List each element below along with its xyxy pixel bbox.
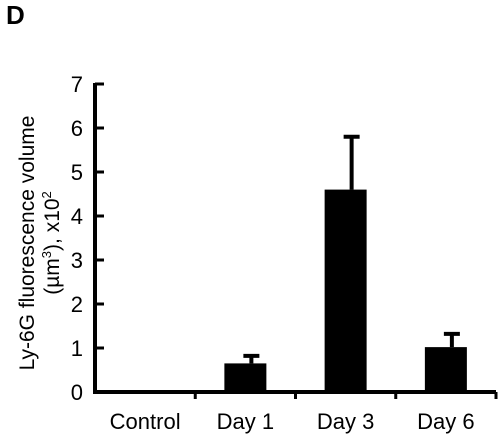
x-tick-labels: Control Day 1 Day 3 Day 6 xyxy=(110,409,475,434)
y-ticks: 0 1 2 3 4 5 6 7 xyxy=(71,72,104,405)
panel-label: D xyxy=(6,0,25,30)
y-tick-label: 1 xyxy=(71,336,83,361)
y-tick-label: 5 xyxy=(71,160,83,185)
x-tick-label: Control xyxy=(110,409,181,434)
y-tick-label: 0 xyxy=(71,380,83,405)
y-axis-label-line1: Ly-6G fluorescence volume xyxy=(16,115,39,371)
x-tick-label: Day 3 xyxy=(317,409,374,434)
bar xyxy=(224,363,267,392)
y-tick-label: 4 xyxy=(71,204,83,229)
bar xyxy=(424,347,467,392)
x-tick-label: Day 6 xyxy=(417,409,474,434)
bar xyxy=(324,189,367,392)
y-tick-label: 7 xyxy=(71,72,83,97)
y-tick-label: 3 xyxy=(71,248,83,273)
y-axis-label-line2: (µm3), x102 xyxy=(39,191,64,295)
x-tick-label: Day 1 xyxy=(217,409,274,434)
y-tick-label: 2 xyxy=(71,292,83,317)
y-tick-label: 6 xyxy=(71,116,83,141)
bars xyxy=(224,134,467,392)
